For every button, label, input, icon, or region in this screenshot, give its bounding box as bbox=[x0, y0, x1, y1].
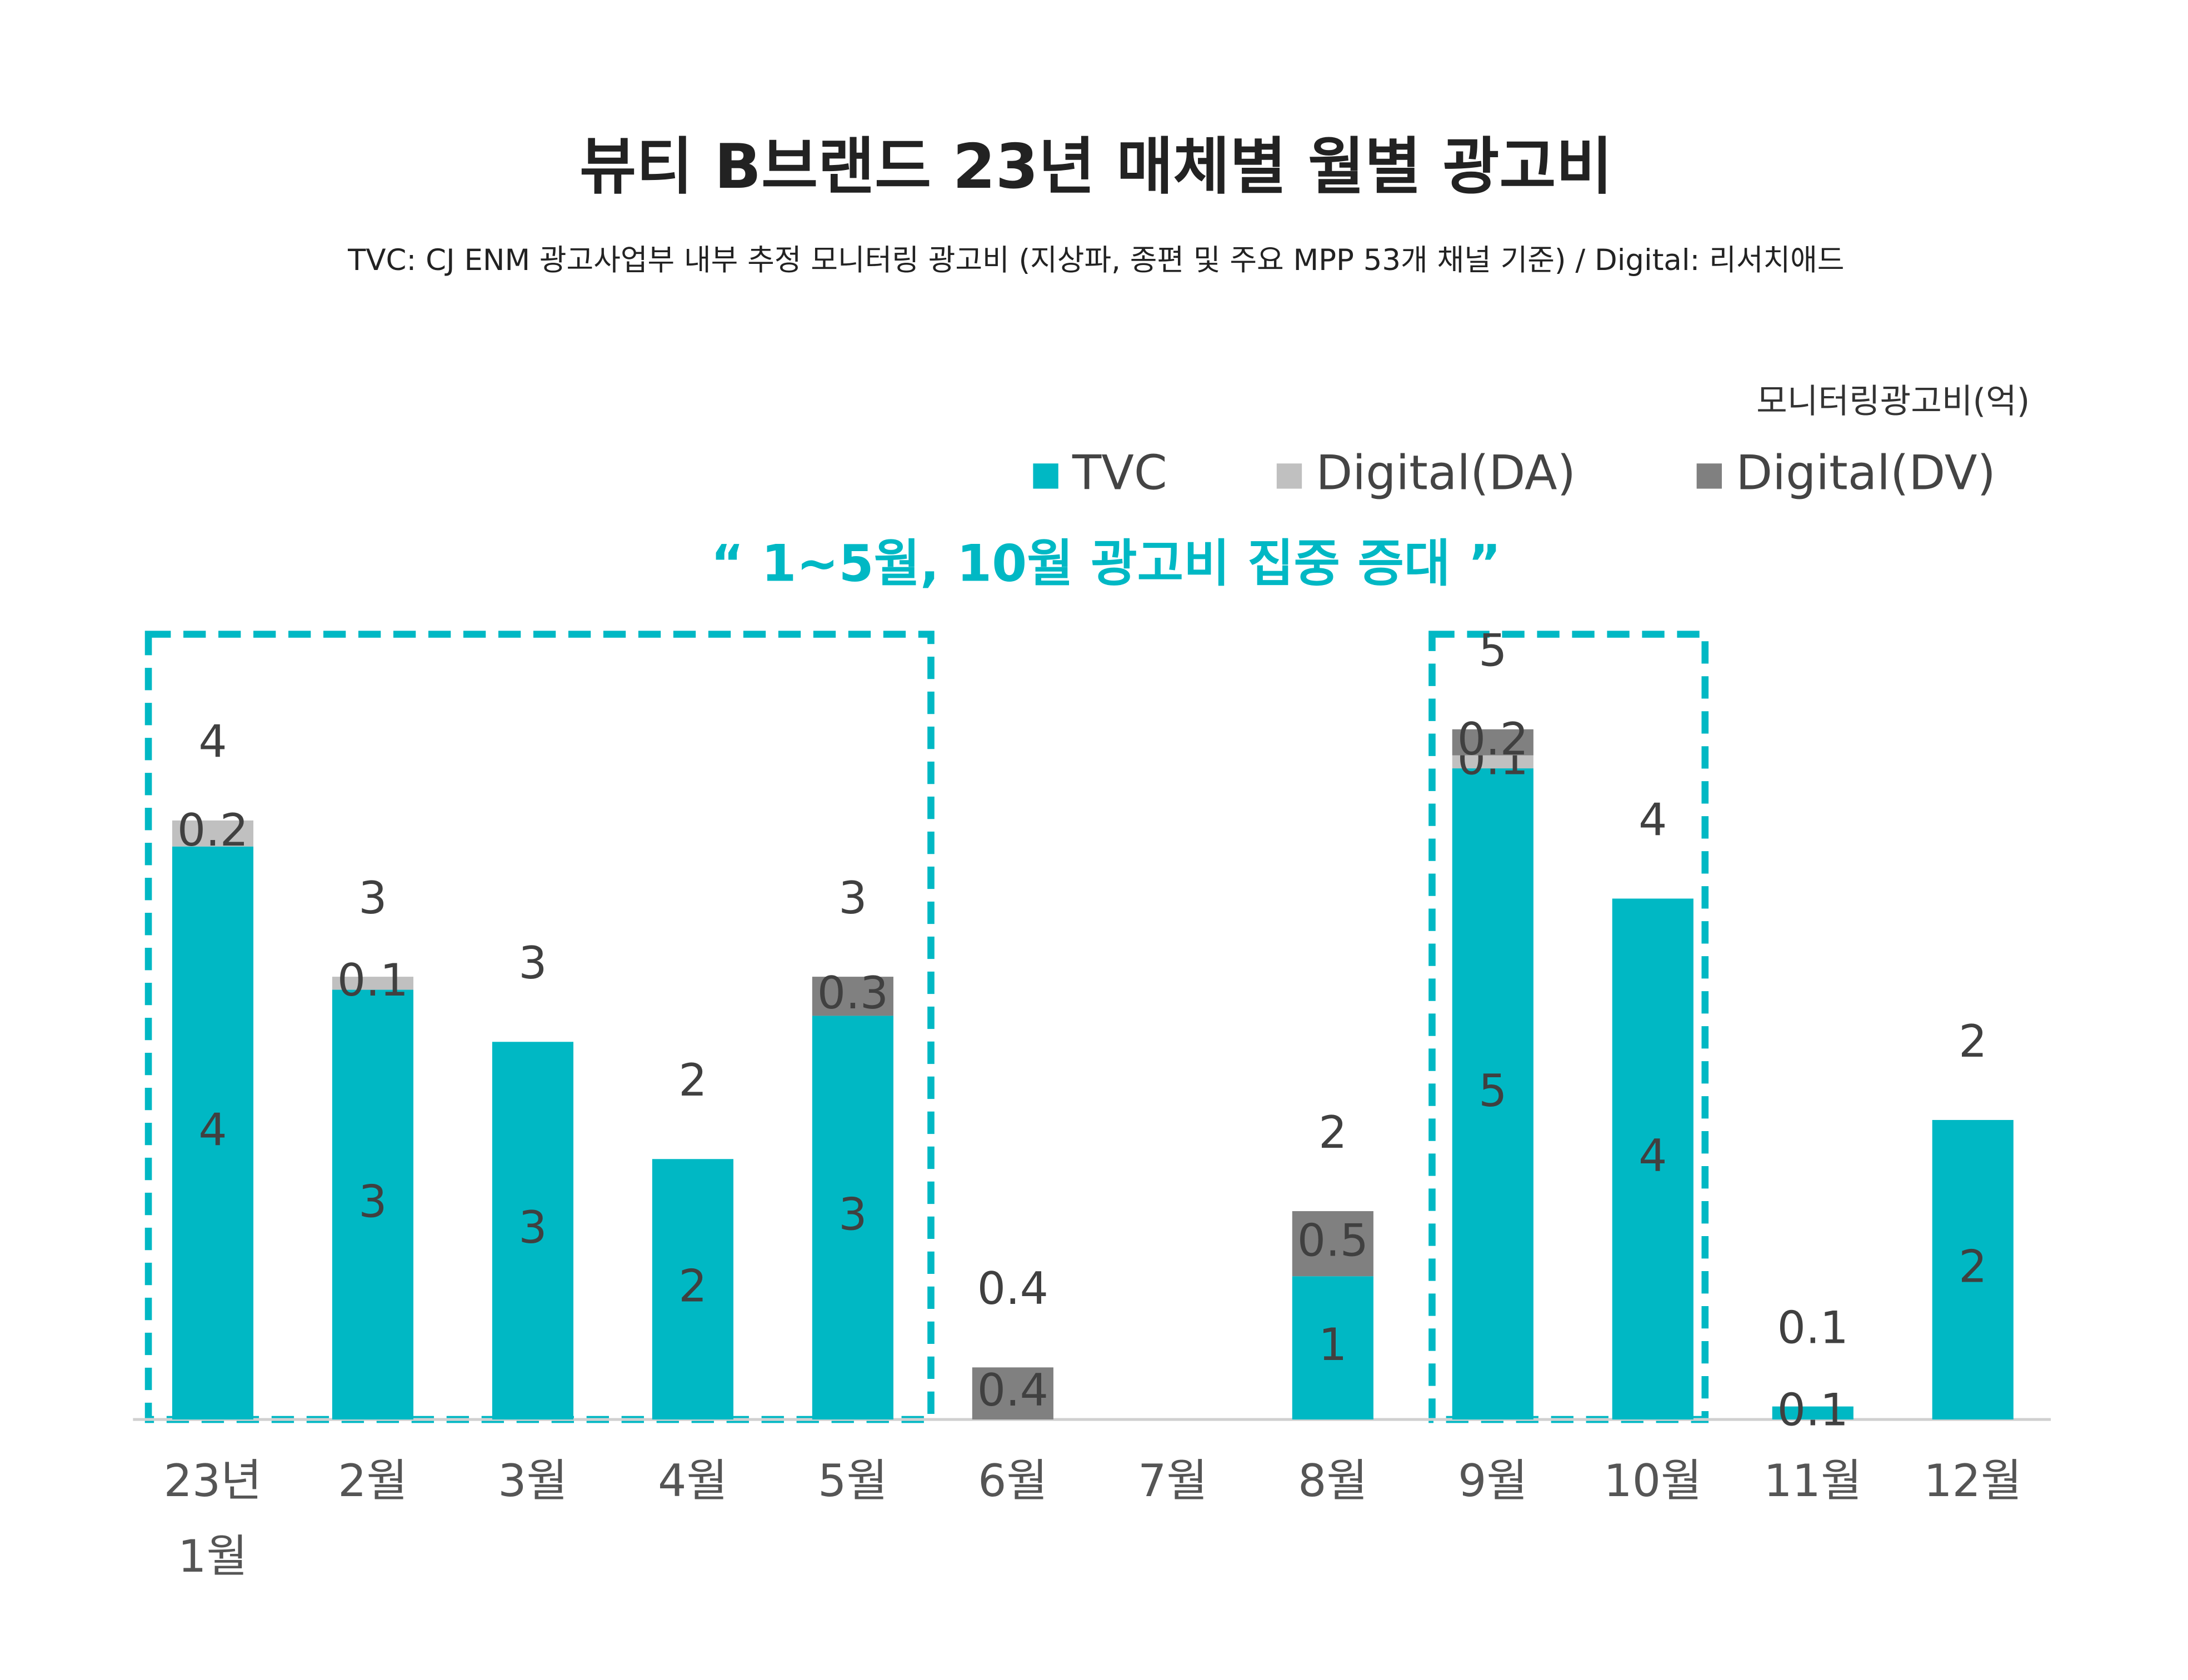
bar-segment bbox=[972, 1367, 1053, 1420]
data-label: 3 bbox=[838, 1189, 867, 1241]
legend-swatch bbox=[1696, 463, 1722, 489]
chart-title: 뷰티 B브랜드 23년 매체별 월별 광고비 bbox=[580, 131, 1612, 203]
bar-segment bbox=[1292, 1276, 1373, 1420]
data-label: 0.5 bbox=[1297, 1215, 1368, 1267]
legend-label: Digital(DV) bbox=[1736, 445, 1996, 501]
bar-segment bbox=[172, 846, 254, 1420]
bar-segment bbox=[332, 977, 414, 990]
total-label: 3 bbox=[838, 872, 867, 924]
data-label: 0.2 bbox=[1457, 713, 1528, 766]
bar-segment bbox=[1452, 729, 1533, 756]
x-tick-label: 2월 bbox=[338, 1455, 407, 1507]
data-label: 2 bbox=[678, 1261, 707, 1313]
x-tick-label: 4월 bbox=[658, 1455, 727, 1507]
data-label: 0.1 bbox=[337, 954, 408, 1007]
bar-segment bbox=[652, 1159, 733, 1420]
x-tick-label: 11월 bbox=[1764, 1455, 1862, 1507]
bar-segment bbox=[1932, 1119, 2014, 1420]
total-label: 4 bbox=[198, 716, 227, 768]
bar-segment bbox=[1452, 768, 1533, 1420]
bar-segment bbox=[1772, 1406, 1854, 1420]
total-label: 3 bbox=[358, 872, 387, 924]
data-label: 0.3 bbox=[817, 967, 888, 1019]
data-label: 0.4 bbox=[977, 1364, 1048, 1417]
total-label: 0.4 bbox=[977, 1263, 1048, 1315]
annotation: “ 1~5월, 10월 광고비 집중 증대 ” bbox=[711, 535, 1501, 593]
total-label: 4 bbox=[1638, 794, 1667, 846]
total-label: 5 bbox=[1478, 625, 1507, 677]
total-label: 3 bbox=[518, 937, 547, 989]
x-tick-label: 6월 bbox=[978, 1455, 1047, 1507]
x-tick-line: 23년 bbox=[164, 1455, 262, 1507]
data-label: 3 bbox=[518, 1202, 547, 1254]
bar-segment bbox=[1612, 898, 1694, 1420]
total-label: 2 bbox=[1959, 1016, 1987, 1068]
x-tick-label: 12월 bbox=[1924, 1455, 2022, 1507]
x-tick-label: 7월 bbox=[1138, 1455, 1207, 1507]
legend-label: TVC bbox=[1072, 445, 1167, 501]
bar-segment bbox=[332, 989, 414, 1420]
data-label: 5 bbox=[1478, 1065, 1507, 1117]
x-tick-label: 3월 bbox=[498, 1455, 567, 1507]
bar-segment bbox=[492, 1042, 573, 1420]
x-tick-label: 10월 bbox=[1603, 1455, 1702, 1507]
data-label: 2 bbox=[1959, 1241, 1987, 1293]
highlight-box bbox=[144, 631, 935, 1423]
legend-swatch bbox=[1033, 463, 1058, 489]
bar-segment bbox=[1292, 1211, 1373, 1277]
bar-segment bbox=[172, 820, 254, 847]
bar-segment bbox=[1452, 755, 1533, 769]
x-tick-label: 9월 bbox=[1458, 1455, 1527, 1507]
data-label: 0.1 bbox=[1777, 1384, 1849, 1436]
legend-swatch bbox=[1276, 463, 1302, 489]
chart-subtitle: TVC: CJ ENM 광고사업부 내부 추정 모니터링 광고비 (지상파, 종… bbox=[347, 243, 1844, 277]
bar-segment bbox=[812, 1016, 893, 1420]
total-label: 2 bbox=[678, 1054, 707, 1107]
data-label: 3 bbox=[358, 1176, 387, 1228]
data-label: 4 bbox=[198, 1104, 227, 1156]
data-label: 1 bbox=[1318, 1319, 1347, 1371]
x-tick-label: 5월 bbox=[818, 1455, 887, 1507]
data-label: 4 bbox=[1638, 1130, 1667, 1182]
x-tick-label: 8월 bbox=[1298, 1455, 1367, 1507]
x-tick-line: 1월 bbox=[178, 1531, 247, 1583]
total-label: 0.1 bbox=[1777, 1302, 1849, 1354]
x-tick-label: 23년 1월 bbox=[164, 1455, 262, 1583]
total-label: 2 bbox=[1318, 1107, 1347, 1159]
data-label: 0.2 bbox=[177, 804, 248, 857]
bar-segment bbox=[812, 977, 893, 1016]
unit-label: 모니터링광고비(억) bbox=[1756, 382, 2030, 421]
legend-label: Digital(DA) bbox=[1316, 445, 1576, 501]
